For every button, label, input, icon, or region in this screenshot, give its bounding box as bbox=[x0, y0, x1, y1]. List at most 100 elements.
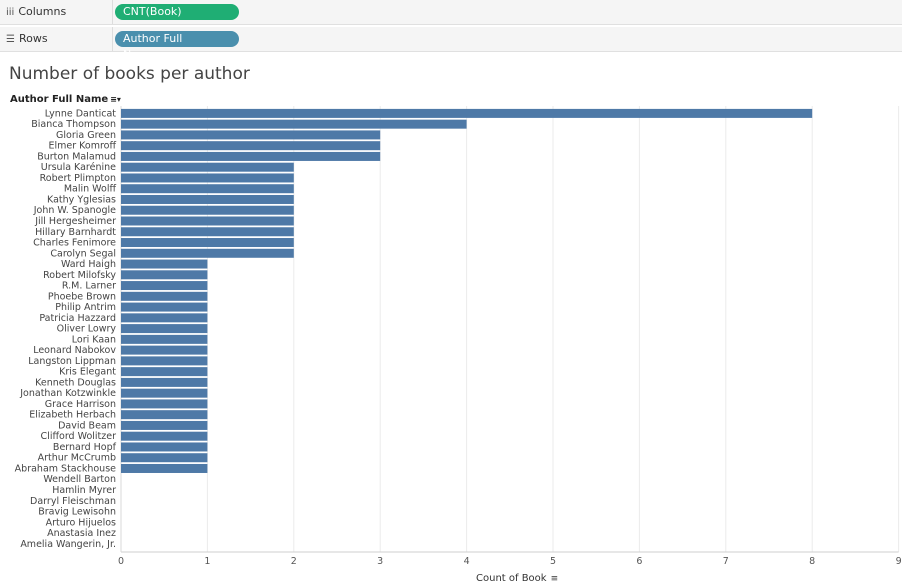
x-tick-label: 3 bbox=[377, 556, 383, 567]
bar[interactable] bbox=[121, 173, 294, 183]
rows-shelf-label: ☰ Rows bbox=[6, 32, 48, 45]
shelf-divider bbox=[112, 0, 113, 24]
category-label: Carolyn Segal bbox=[50, 248, 116, 259]
category-label: Malin Wolff bbox=[64, 184, 117, 195]
bar[interactable] bbox=[121, 205, 294, 215]
category-label: Patricia Hazzard bbox=[39, 313, 116, 324]
category-label: Abraham Stackhouse bbox=[15, 463, 116, 474]
category-label: Leonard Nabokov bbox=[33, 345, 116, 356]
rows-shelf[interactable]: ☰ Rows Author Full Name ≡ bbox=[0, 27, 902, 61]
sort-axis-icon[interactable]: ≡ bbox=[550, 574, 559, 584]
bar[interactable] bbox=[121, 238, 294, 248]
row-header[interactable]: Author Full Name ≡▾ bbox=[10, 94, 121, 105]
bar[interactable] bbox=[121, 119, 467, 129]
category-label: Hamlin Myrer bbox=[52, 485, 116, 496]
bar[interactable] bbox=[121, 356, 208, 366]
category-label: Langston Lippman bbox=[28, 356, 116, 367]
category-label: David Beam bbox=[58, 420, 116, 431]
bar[interactable] bbox=[121, 108, 813, 118]
category-label: Hillary Barnhardt bbox=[35, 227, 116, 238]
category-label: Ursula Karénine bbox=[41, 162, 116, 173]
shelf-divider bbox=[112, 27, 113, 51]
bar[interactable] bbox=[121, 184, 294, 194]
category-label: Arturo Hijuelos bbox=[46, 517, 116, 528]
bar[interactable] bbox=[121, 248, 294, 258]
bar[interactable] bbox=[121, 141, 381, 151]
x-tick-label: 9 bbox=[896, 556, 902, 567]
category-label: Oliver Lowry bbox=[57, 324, 117, 335]
category-label: Arthur McCrumb bbox=[38, 453, 116, 464]
category-label: Anastasia Inez bbox=[47, 528, 116, 539]
bar[interactable] bbox=[121, 281, 208, 291]
category-label: Bernard Hopf bbox=[53, 442, 117, 453]
category-label: Philip Antrim bbox=[55, 302, 116, 313]
bar[interactable] bbox=[121, 302, 208, 312]
bar[interactable] bbox=[121, 291, 208, 301]
category-label: Ward Haigh bbox=[61, 259, 116, 270]
columns-shelf[interactable]: iii Columns CNT(Book) bbox=[0, 0, 902, 25]
category-label: Bianca Thompson bbox=[31, 119, 116, 130]
category-label: Wendell Barton bbox=[43, 474, 116, 485]
category-label: Kathy Yglesias bbox=[47, 194, 116, 205]
category-label: Lori Kaan bbox=[72, 334, 116, 345]
bar[interactable] bbox=[121, 313, 208, 323]
bar[interactable] bbox=[121, 130, 381, 140]
bar[interactable] bbox=[121, 377, 208, 387]
category-label: Kenneth Douglas bbox=[35, 377, 116, 388]
category-label: Jonathan Kotzwinkle bbox=[19, 388, 116, 399]
rows-icon: ☰ bbox=[6, 34, 15, 45]
bar[interactable] bbox=[121, 334, 208, 344]
bar[interactable] bbox=[121, 324, 208, 334]
category-label: Robert Plimpton bbox=[40, 173, 116, 184]
bar[interactable] bbox=[121, 259, 208, 269]
sort-descending-icon[interactable]: ≡ bbox=[163, 51, 171, 61]
bar[interactable] bbox=[121, 367, 208, 377]
category-label: Jill Hergesheimer bbox=[34, 216, 116, 227]
bar[interactable] bbox=[121, 463, 208, 473]
category-label: Darryl Fleischman bbox=[30, 496, 116, 507]
x-tick-label: 1 bbox=[204, 556, 210, 567]
bar[interactable] bbox=[121, 431, 208, 441]
category-label: Bravig Lewisohn bbox=[38, 507, 116, 518]
category-label: Burton Malamud bbox=[37, 151, 116, 162]
category-label: Robert Milofsky bbox=[43, 270, 116, 281]
bar[interactable] bbox=[121, 442, 208, 452]
category-label: Clifford Wolitzer bbox=[41, 431, 117, 442]
chart-title: Number of books per author bbox=[9, 64, 250, 84]
bar[interactable] bbox=[121, 345, 208, 355]
bar[interactable] bbox=[121, 216, 294, 226]
columns-icon: iii bbox=[6, 7, 15, 18]
bar[interactable] bbox=[121, 270, 208, 280]
category-label: Kris Elegant bbox=[59, 367, 116, 378]
category-label: John W. Spanogle bbox=[33, 205, 116, 216]
category-label: Elmer Komroff bbox=[48, 141, 116, 152]
category-label: Phoebe Brown bbox=[48, 291, 116, 302]
category-label: R.M. Larner bbox=[62, 281, 116, 292]
bar[interactable] bbox=[121, 162, 294, 172]
bar[interactable] bbox=[121, 151, 381, 161]
cnt-book-pill[interactable]: CNT(Book) bbox=[115, 4, 239, 20]
category-label: Grace Harrison bbox=[45, 399, 116, 410]
x-tick-label: 4 bbox=[464, 556, 470, 567]
category-label: Elizabeth Herbach bbox=[29, 410, 116, 421]
x-tick-label: 5 bbox=[550, 556, 556, 567]
category-label: Charles Fenimore bbox=[33, 238, 116, 249]
category-label: Amelia Wangerin, Jr. bbox=[20, 539, 116, 550]
category-label: Lynne Danticat bbox=[45, 108, 117, 119]
bar[interactable] bbox=[121, 420, 208, 430]
bar[interactable] bbox=[121, 388, 208, 398]
sort-menu-icon[interactable]: ≡▾ bbox=[110, 95, 121, 104]
x-tick-label: 8 bbox=[809, 556, 815, 567]
bar[interactable] bbox=[121, 194, 294, 204]
x-axis-title[interactable]: Count of Book ≡ bbox=[476, 573, 559, 584]
columns-shelf-label: iii Columns bbox=[6, 5, 67, 18]
bar[interactable] bbox=[121, 227, 294, 237]
bar[interactable] bbox=[121, 453, 208, 463]
x-tick-label: 2 bbox=[291, 556, 297, 567]
x-tick-label: 0 bbox=[118, 556, 124, 567]
bar[interactable] bbox=[121, 410, 208, 420]
bar[interactable] bbox=[121, 399, 208, 409]
category-label: Gloria Green bbox=[56, 130, 116, 141]
author-full-name-pill[interactable]: Author Full Name ≡ bbox=[115, 31, 239, 61]
